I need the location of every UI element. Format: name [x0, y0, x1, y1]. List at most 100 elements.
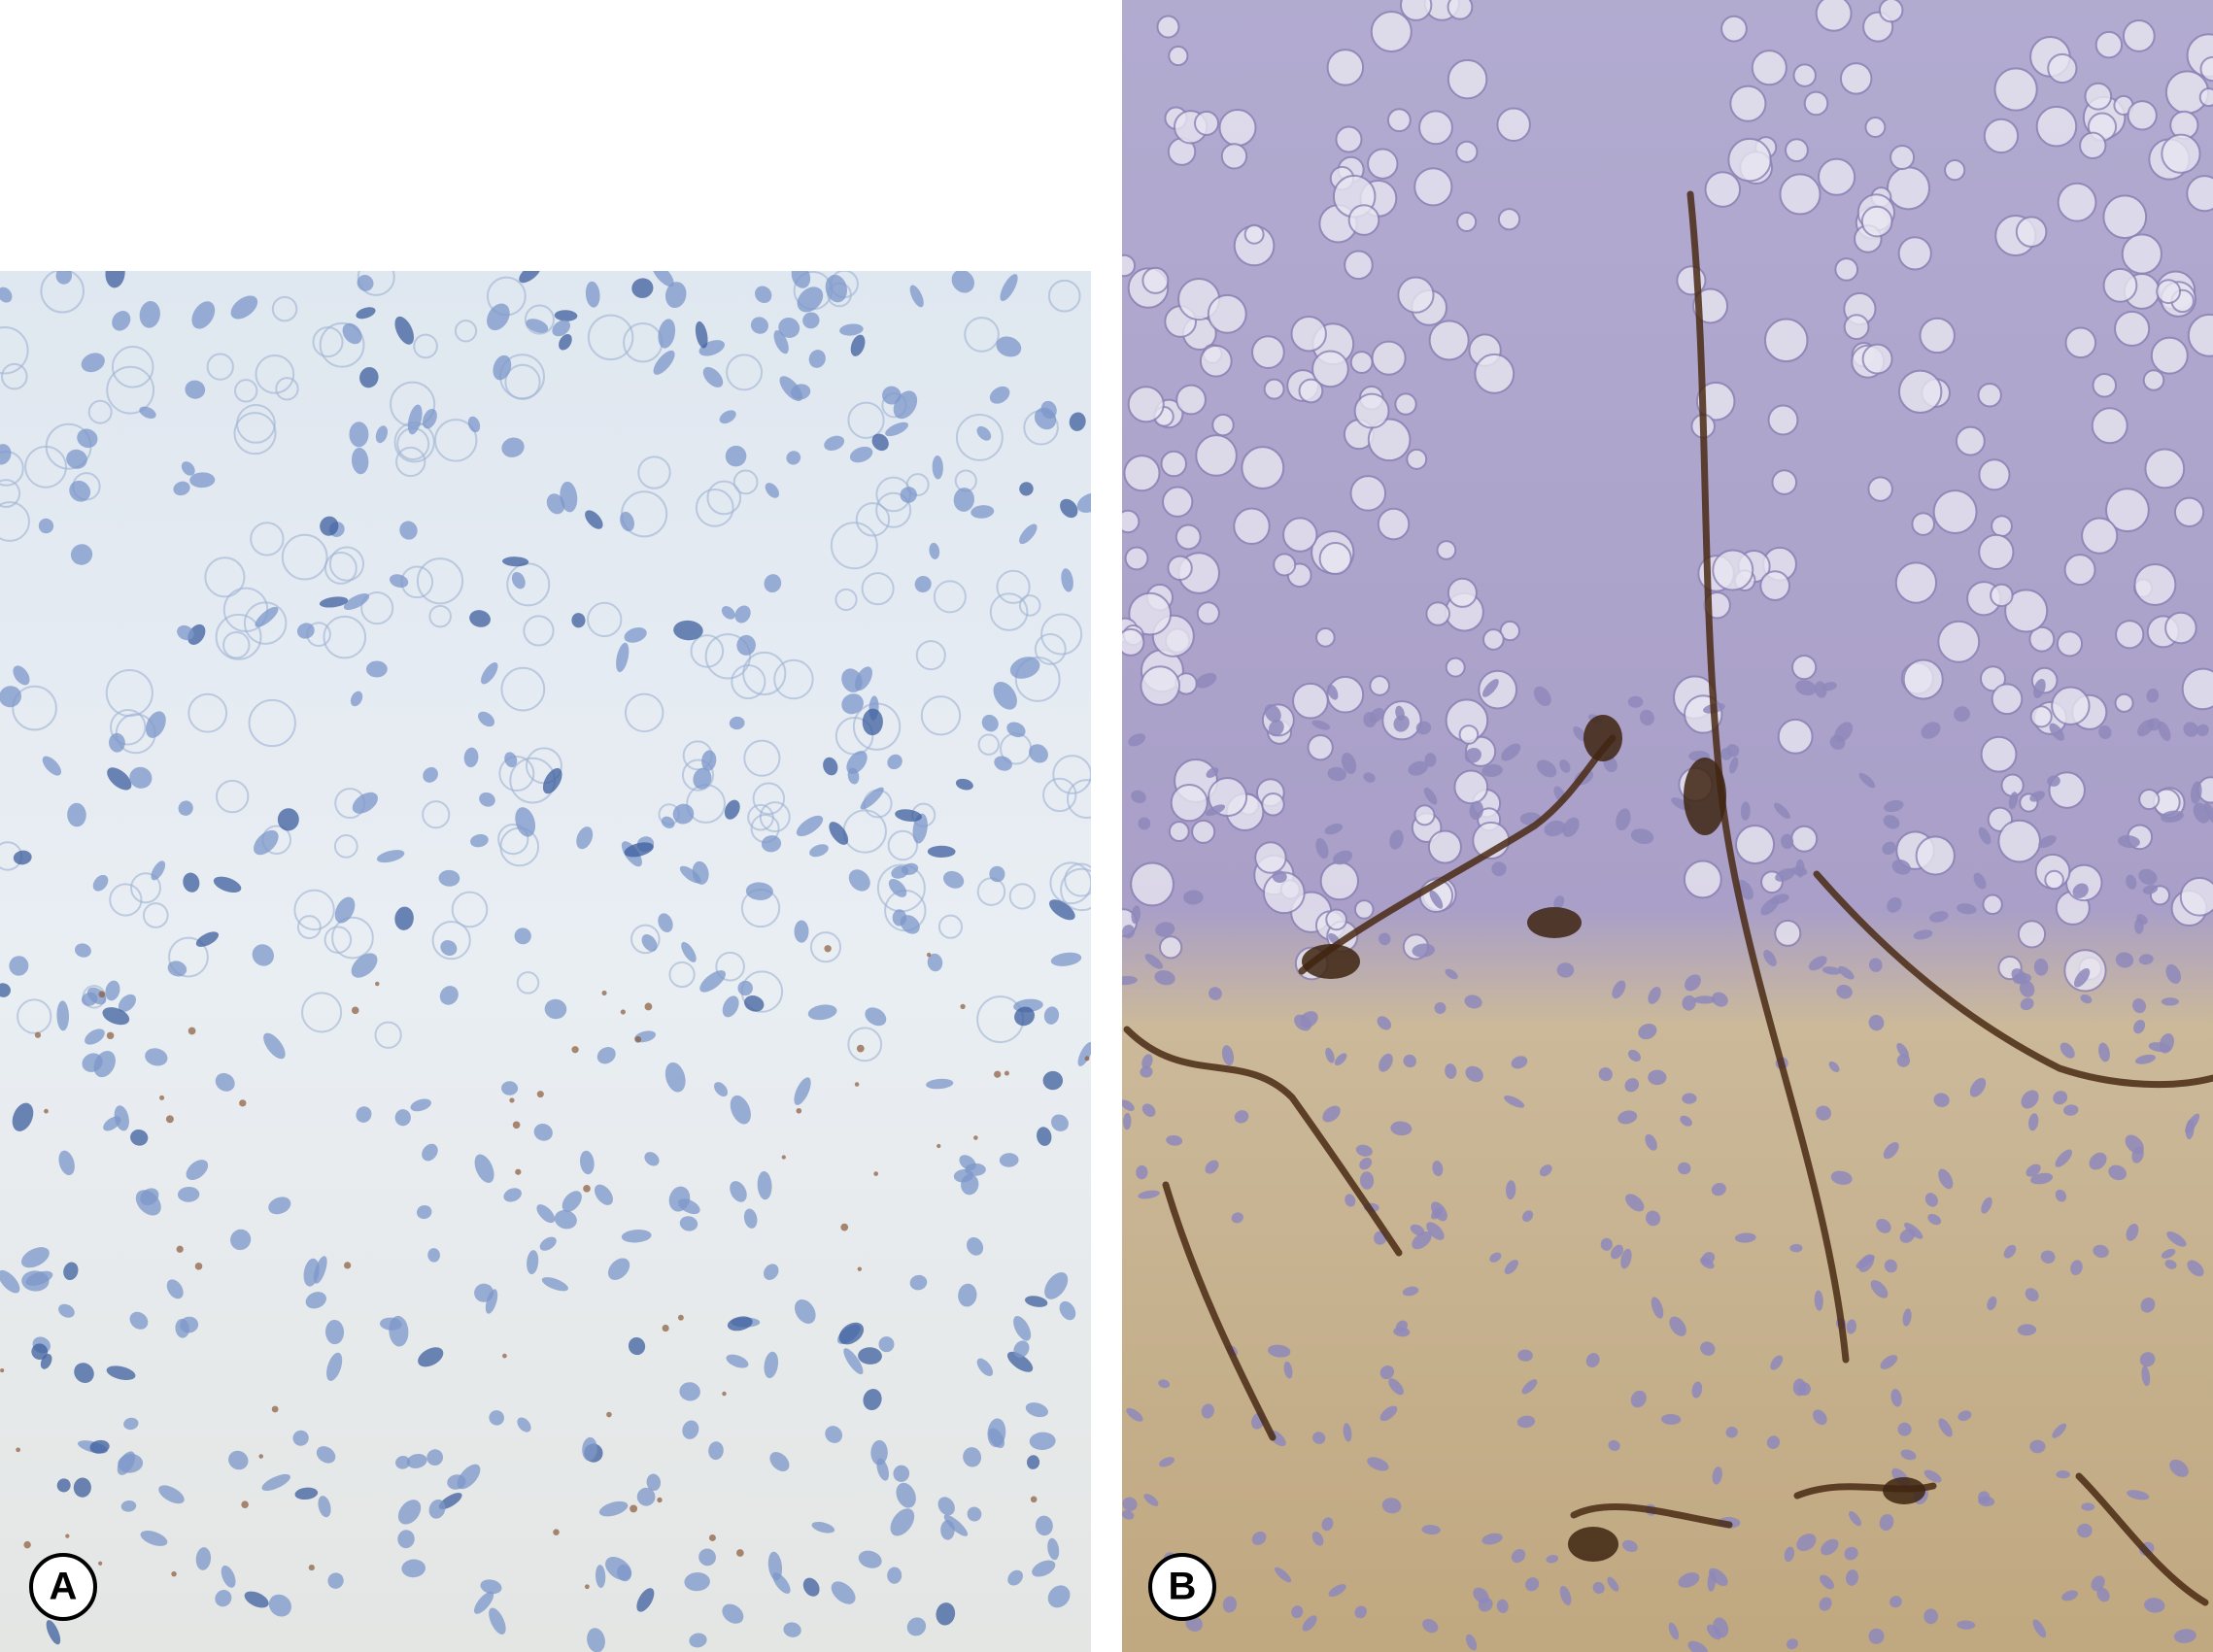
nucleus	[517, 1417, 531, 1433]
nucleus	[2080, 994, 2093, 1004]
nucleus	[850, 334, 866, 356]
nucleus	[2011, 968, 2026, 984]
stained-cell	[1583, 715, 1622, 761]
nucleus	[636, 1588, 655, 1612]
nucleus	[118, 994, 136, 1012]
nucleus	[394, 316, 415, 345]
nucleus	[93, 1050, 116, 1078]
nucleus	[56, 1478, 71, 1493]
cell-outline	[312, 326, 344, 358]
nucleus	[352, 792, 378, 814]
nucleus	[478, 711, 495, 727]
goblet-cell	[1347, 204, 1380, 236]
nucleus	[1222, 1596, 1238, 1613]
nucleus	[1421, 1525, 1441, 1535]
cell-outline	[695, 488, 734, 527]
nucleus	[1506, 1180, 1516, 1200]
brown-dot	[241, 1500, 249, 1509]
nucleus	[598, 1500, 629, 1517]
nucleus	[582, 1436, 597, 1462]
panel-label: A	[50, 1566, 78, 1608]
goblet-cell	[1367, 418, 1412, 462]
nucleus	[268, 1197, 291, 1215]
nucleus	[1047, 1537, 1060, 1561]
goblet-cell	[2064, 326, 2097, 359]
goblet-cell	[1455, 140, 1479, 163]
nucleus	[1546, 1555, 1559, 1564]
goblet-cell	[1886, 166, 1931, 211]
nucleus	[1415, 721, 1432, 735]
nucleus	[2126, 874, 2137, 890]
nucleus	[1029, 1432, 1056, 1451]
nucleus	[1234, 1110, 1249, 1124]
goblet-cell	[1919, 317, 1956, 354]
nucleus	[1978, 826, 1992, 845]
cell-outline	[759, 801, 791, 833]
stained-fiber	[2075, 1472, 2209, 1606]
nucleus	[1957, 903, 1977, 915]
nucleus	[139, 406, 156, 419]
nucleus	[129, 1311, 149, 1330]
cell-outline	[773, 658, 814, 700]
nucleus	[1496, 1599, 1509, 1613]
nucleus	[1844, 1546, 1858, 1561]
cell-outline	[109, 883, 143, 917]
goblet-cell	[1413, 804, 1436, 826]
nucleus	[1858, 1254, 1875, 1272]
nucleus	[2146, 688, 2160, 703]
nucleus	[536, 1204, 556, 1224]
brown-dot	[856, 1044, 865, 1053]
nucleus	[66, 449, 87, 469]
nucleus	[1622, 1539, 1638, 1552]
nucleus	[2026, 1163, 2041, 1177]
goblet-cell	[2035, 105, 2078, 148]
brown-dot	[1030, 1496, 1038, 1503]
nucleus	[722, 995, 739, 1018]
brown-dot	[601, 990, 607, 995]
brown-dot	[736, 1549, 744, 1557]
goblet-cell	[1763, 318, 1809, 363]
nucleus	[1890, 1389, 1902, 1407]
goblet-cell	[1878, 0, 1904, 23]
nucleus	[1630, 828, 1654, 845]
nucleus	[1122, 925, 1136, 939]
nucleus	[1138, 817, 1151, 830]
goblet-cell	[1683, 860, 1722, 899]
nucleus	[658, 319, 676, 349]
nucleus	[58, 1303, 75, 1318]
brown-dot	[239, 1099, 247, 1107]
nucleus	[215, 1072, 235, 1092]
nucleus	[736, 634, 756, 656]
goblet-cell	[2150, 336, 2189, 375]
nucleus	[1209, 987, 1222, 1000]
nucleus	[1648, 986, 1661, 1004]
nucleus	[772, 1572, 791, 1594]
nucleus	[554, 310, 578, 321]
goblet-cell	[1298, 378, 1324, 404]
nucleus	[1627, 1049, 1641, 1062]
nucleus	[1044, 1271, 1069, 1299]
nucleus	[1131, 790, 1146, 804]
nucleus	[1685, 974, 1701, 992]
nucleus	[440, 940, 458, 956]
nucleus	[1322, 1105, 1341, 1123]
goblet-cell	[1335, 125, 1363, 153]
nucleus	[106, 1365, 136, 1380]
nucleus	[1924, 1469, 1942, 1483]
nucleus	[2030, 1172, 2054, 1185]
nucleus	[1183, 890, 1204, 905]
nucleus	[783, 1622, 801, 1637]
nucleus	[790, 384, 811, 400]
goblet-cell	[1315, 627, 1336, 648]
nucleus	[607, 1258, 630, 1280]
nucleus	[2029, 1439, 2046, 1454]
nucleus	[1516, 1415, 1536, 1429]
nucleus	[1517, 1349, 1533, 1362]
nucleus	[533, 1124, 553, 1141]
nucleus	[926, 1078, 954, 1090]
nucleus	[620, 511, 634, 532]
goblet-cell	[1122, 627, 1145, 657]
nucleus	[1069, 412, 1086, 431]
nucleus	[559, 333, 572, 351]
nucleus	[1251, 1531, 1267, 1545]
